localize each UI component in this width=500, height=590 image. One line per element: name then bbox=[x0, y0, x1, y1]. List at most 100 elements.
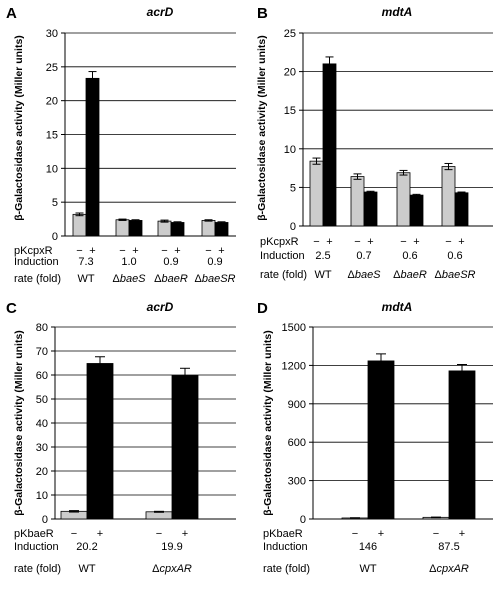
chart-title: acrD bbox=[147, 5, 174, 19]
bar-minus bbox=[309, 160, 324, 227]
minus-label: − bbox=[156, 528, 162, 540]
group-label-delta: Δ bbox=[347, 269, 355, 281]
group-label-delta: Δ bbox=[195, 273, 203, 285]
induction-value: 0.9 bbox=[207, 256, 222, 268]
plus-label: + bbox=[132, 245, 138, 257]
y-tick-label: 0 bbox=[42, 514, 48, 526]
group-label: WT bbox=[359, 563, 376, 575]
plus-label: + bbox=[326, 236, 332, 248]
induction-label: Induction bbox=[260, 250, 305, 262]
error-bar-minus bbox=[160, 219, 169, 223]
bar-plus bbox=[367, 360, 395, 520]
induction-value: 0.7 bbox=[356, 250, 371, 262]
bar-plus bbox=[214, 222, 229, 237]
y-axis-label: β-Galactosidase activity (Miller units) bbox=[13, 330, 25, 516]
group-label-gene: baeS bbox=[355, 269, 381, 281]
error-bar-minus bbox=[75, 212, 84, 217]
y-tick-label: 15 bbox=[46, 130, 58, 142]
error-bar-plus bbox=[412, 193, 421, 197]
group-label-gene: baeR bbox=[162, 273, 188, 285]
bar-plus bbox=[363, 191, 378, 227]
error-bar-plus bbox=[173, 221, 182, 224]
plasmid-label: pKbaeR bbox=[263, 528, 303, 540]
bar-plus bbox=[454, 192, 469, 227]
induction-label: Induction bbox=[14, 256, 59, 268]
bar-plus bbox=[448, 370, 476, 520]
y-tick-label: 0 bbox=[300, 514, 306, 526]
group-label-delta: Δ bbox=[152, 563, 160, 575]
plus-label: + bbox=[459, 528, 465, 540]
induction-label: Induction bbox=[14, 541, 59, 553]
plasmid-label: pKcpxR bbox=[260, 236, 299, 248]
group-label-delta: Δ bbox=[435, 269, 443, 281]
bar-plus bbox=[322, 63, 337, 227]
bar-plus bbox=[409, 194, 424, 227]
y-tick-label: 10 bbox=[36, 490, 48, 502]
y-tick-label: 15 bbox=[284, 105, 296, 117]
plus-label: + bbox=[413, 236, 419, 248]
y-axis-label: β-Galactosidase activity (Miller units) bbox=[256, 35, 268, 221]
y-tick-label: 60 bbox=[36, 370, 48, 382]
group-label: ΔbaeS bbox=[347, 269, 381, 281]
group-label: ΔbaeR bbox=[393, 269, 427, 281]
error-bar-minus bbox=[312, 157, 321, 165]
error-bar-minus bbox=[154, 510, 164, 513]
y-tick-label: 20 bbox=[284, 67, 296, 79]
induction-value: 146 bbox=[359, 541, 377, 553]
y-tick-label: 50 bbox=[36, 394, 48, 406]
bar-minus bbox=[72, 213, 87, 237]
error-bar-minus bbox=[204, 219, 213, 222]
y-tick-label: 5 bbox=[290, 182, 296, 194]
plus-label: + bbox=[218, 245, 224, 257]
bar-plus bbox=[86, 363, 114, 520]
error-bar-plus bbox=[376, 353, 386, 369]
error-bar-minus bbox=[350, 517, 360, 519]
group-label: WT bbox=[78, 563, 95, 575]
chart-title: mdtA bbox=[382, 5, 413, 19]
y-tick-label: 80 bbox=[36, 322, 48, 334]
error-bar-plus bbox=[457, 191, 466, 195]
minus-label: − bbox=[313, 236, 319, 248]
group-label-gene: baeSR bbox=[202, 273, 236, 285]
y-tick-label: 5 bbox=[52, 197, 58, 209]
induction-value: 2.5 bbox=[315, 250, 330, 262]
minus-label: − bbox=[161, 245, 167, 257]
induction-value: 0.6 bbox=[402, 250, 417, 262]
induction-value: 19.9 bbox=[161, 541, 182, 553]
y-tick-label: 30 bbox=[36, 442, 48, 454]
group-label: WT bbox=[314, 269, 331, 281]
panel-letter: C bbox=[6, 300, 17, 317]
y-tick-label: 30 bbox=[46, 28, 58, 40]
y-axis-label: β-Galactosidase activity (Miller units) bbox=[262, 330, 274, 516]
rate-label: rate (fold) bbox=[263, 563, 310, 575]
y-tick-label: 600 bbox=[288, 437, 306, 449]
bar-minus bbox=[350, 176, 365, 227]
bar-plus bbox=[171, 375, 199, 520]
group-label: ΔcpxAR bbox=[152, 563, 192, 575]
induction-value: 0.9 bbox=[163, 256, 178, 268]
minus-label: − bbox=[205, 245, 211, 257]
group-label-gene: baeR bbox=[401, 269, 427, 281]
bar-minus bbox=[145, 511, 173, 520]
error-bar-minus bbox=[353, 173, 362, 180]
y-tick-label: 0 bbox=[290, 221, 296, 233]
error-bar-minus bbox=[69, 510, 79, 513]
error-bar-minus bbox=[444, 162, 453, 171]
y-tick-label: 10 bbox=[284, 144, 296, 156]
group-label: ΔbaeS bbox=[112, 273, 146, 285]
group-label: ΔbaeSR bbox=[435, 269, 476, 281]
group-label-gene: cpxAR bbox=[159, 563, 191, 575]
panel-letter: B bbox=[257, 5, 268, 22]
y-tick-label: 20 bbox=[46, 96, 58, 108]
error-bar-plus bbox=[325, 56, 334, 72]
induction-value: 87.5 bbox=[438, 541, 459, 553]
group-label-delta: Δ bbox=[112, 273, 120, 285]
panel-letter: D bbox=[257, 300, 268, 317]
bar-minus bbox=[201, 220, 216, 237]
bar-plus bbox=[85, 77, 100, 237]
plus-label: + bbox=[182, 528, 188, 540]
panel-letter: A bbox=[6, 5, 17, 22]
